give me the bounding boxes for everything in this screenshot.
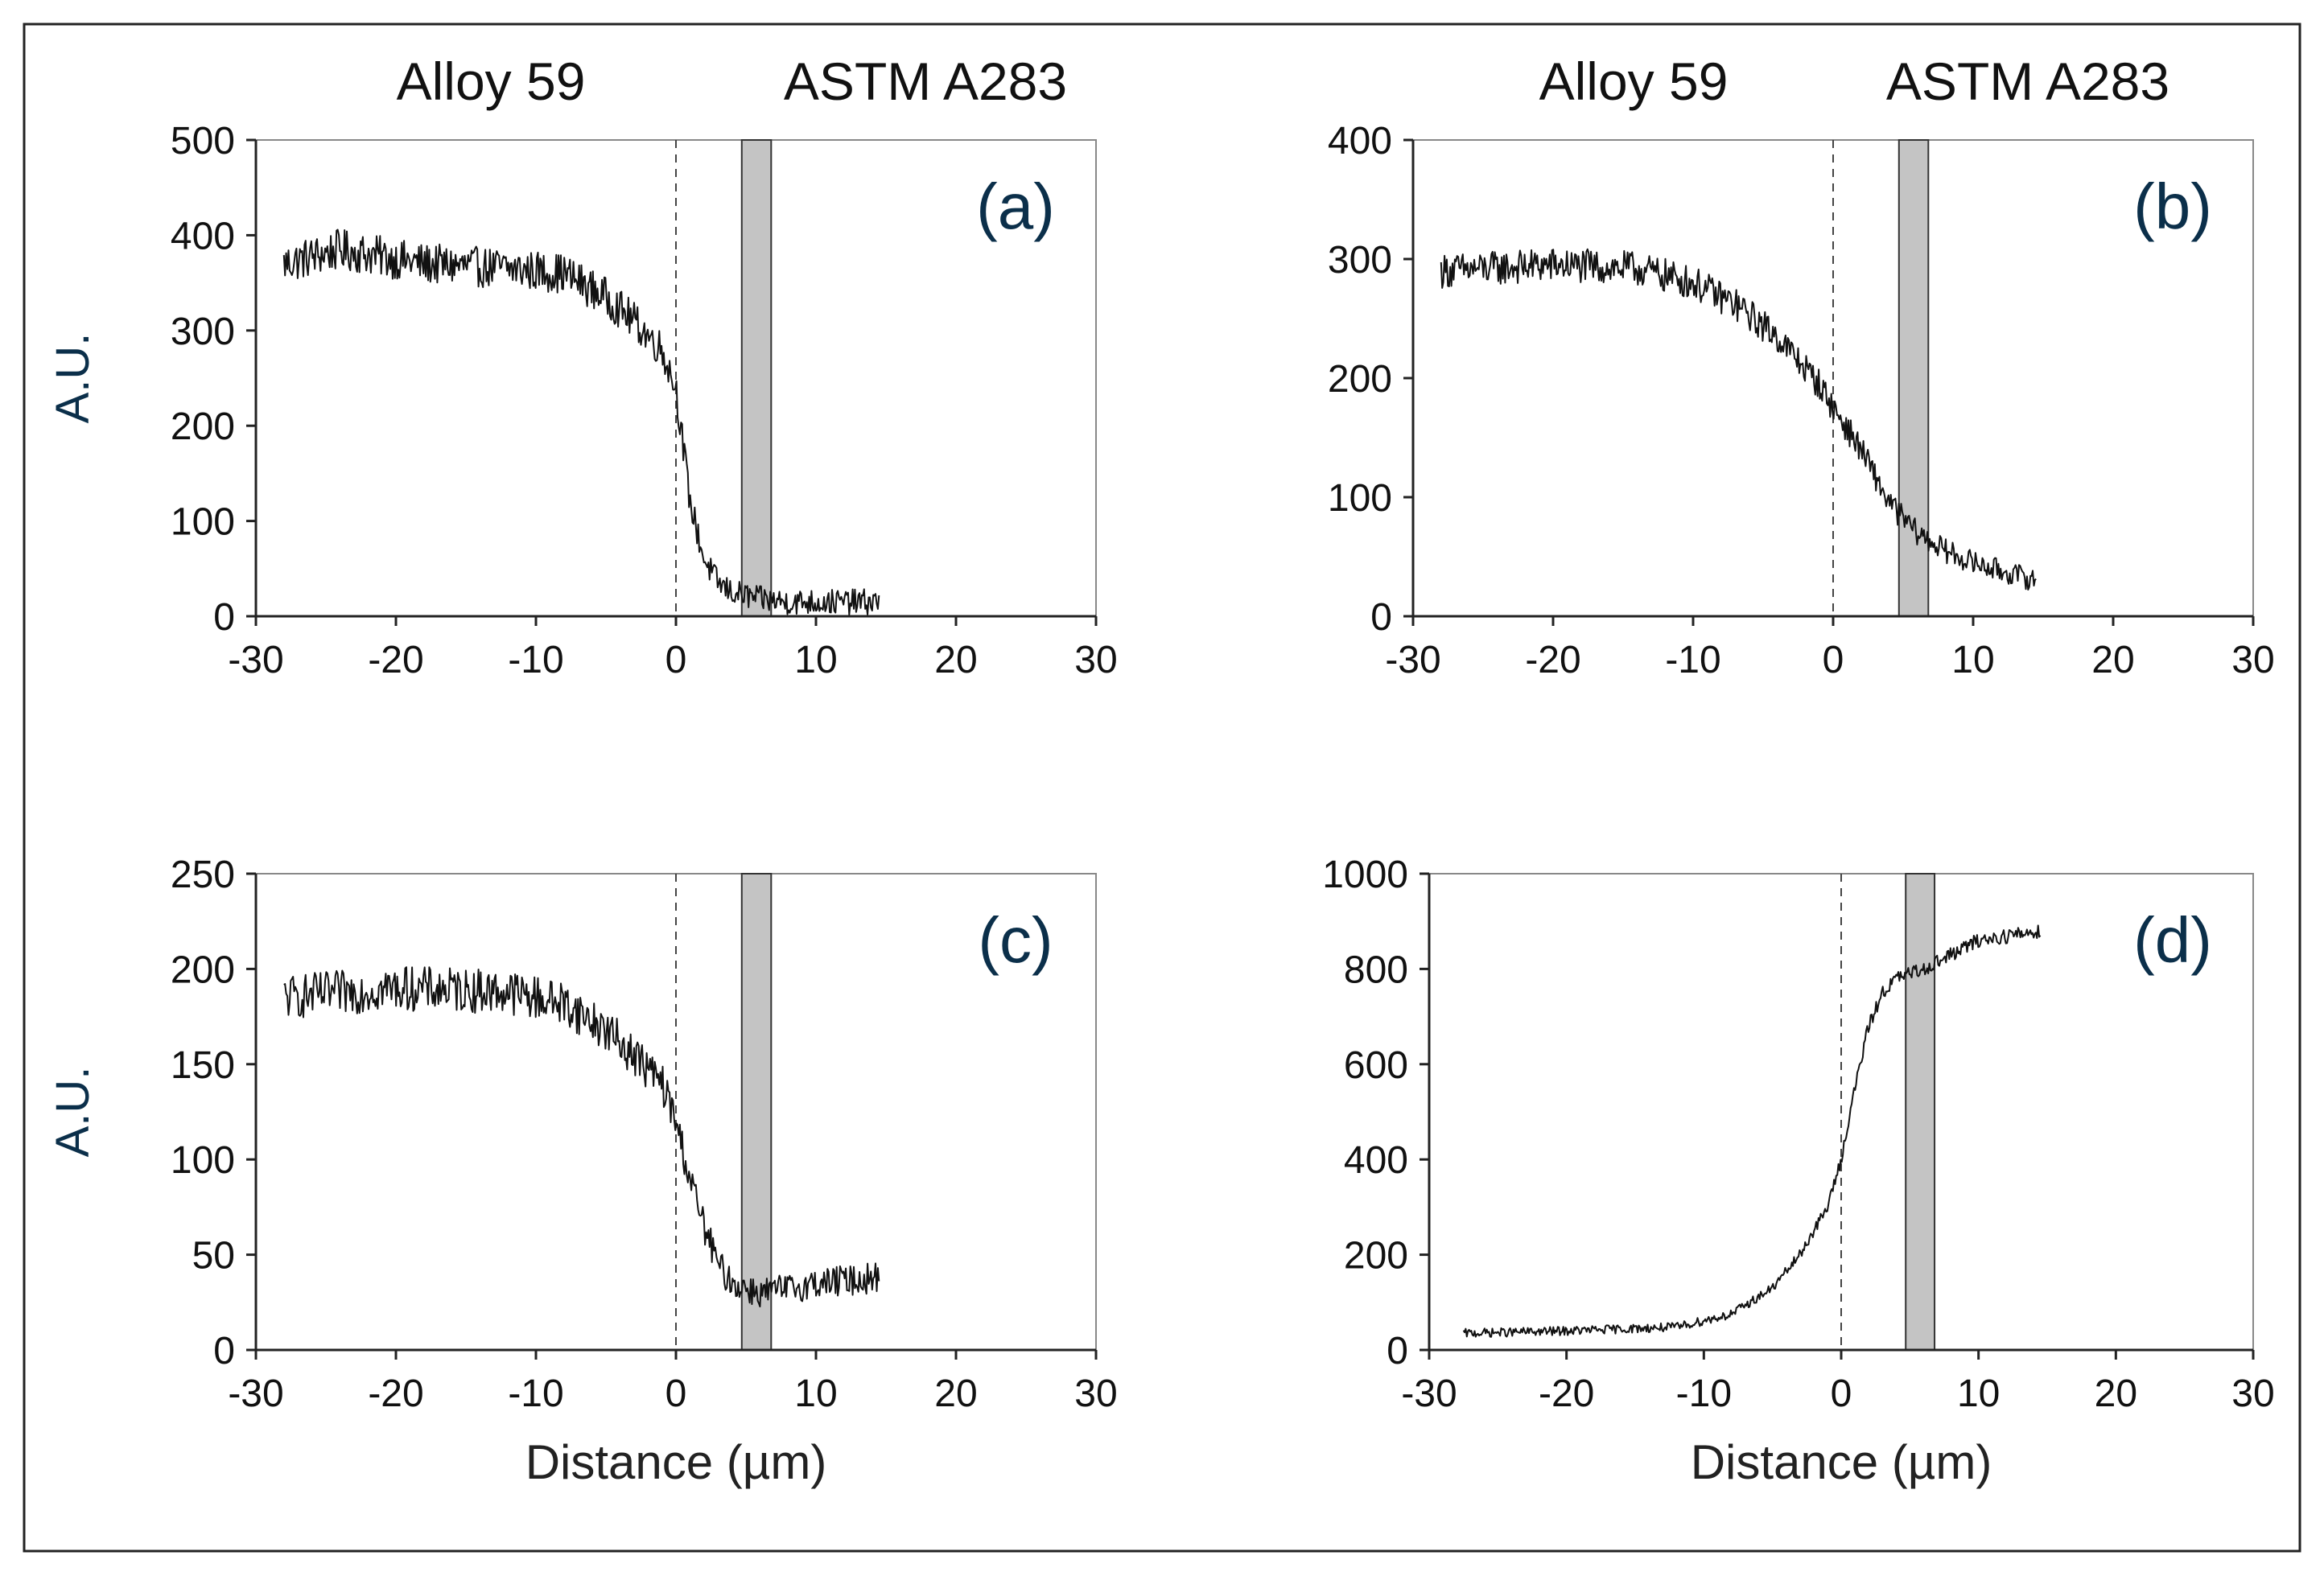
chart2-interface-band bbox=[1898, 139, 1930, 617]
chart1-series-profile bbox=[282, 228, 880, 616]
chart4-interface-band bbox=[1905, 873, 1936, 1351]
chart4-x-tick-label-0: -30 bbox=[1401, 1372, 1457, 1415]
chart1-x-tick-label-1: -20 bbox=[368, 639, 423, 681]
chart4-x-tick-label-3: 0 bbox=[1831, 1372, 1852, 1415]
chart4-x-tick-label-1: -20 bbox=[1539, 1372, 1594, 1415]
chart1-x-tick-label-0: -30 bbox=[228, 639, 283, 681]
figure-border bbox=[23, 23, 2301, 1553]
header-left-material-2: Alloy 59 bbox=[1539, 51, 1729, 111]
chart3-x-tick-label-0: -30 bbox=[228, 1372, 283, 1415]
header-right-material-2: ASTM A283 bbox=[1886, 51, 2169, 111]
chart4-x-tick-label-5: 20 bbox=[2095, 1372, 2137, 1415]
chart1-x-tick-label-5: 20 bbox=[934, 639, 977, 681]
chart3-y-tick-label-0: 0 bbox=[213, 1330, 235, 1372]
chart4-x-tick-label-2: -10 bbox=[1676, 1372, 1732, 1415]
chart3-x-tick-label-6: 30 bbox=[1074, 1372, 1117, 1415]
chart2-y-tick-label-4: 400 bbox=[1328, 120, 1392, 163]
chart1-y-tick-label-2: 200 bbox=[171, 405, 235, 448]
chart3-x-tick-label-2: -10 bbox=[508, 1372, 563, 1415]
header-right-material-1: ASTM A283 bbox=[784, 51, 1067, 111]
chart3-y-tick-label-3: 150 bbox=[171, 1044, 235, 1087]
chart4-series-profile bbox=[1462, 924, 2042, 1338]
chart1-y-tick-label-0: 0 bbox=[213, 596, 235, 639]
chart4-y-tick-label-4: 800 bbox=[1344, 949, 1408, 991]
chart1-x-tick-label-4: 10 bbox=[794, 639, 837, 681]
chart3-y-tick-label-2: 100 bbox=[171, 1139, 235, 1182]
chart1-x-tick-label-3: 0 bbox=[665, 639, 687, 681]
chart1-y-tick-label-5: 500 bbox=[171, 120, 235, 163]
chart4-y-tick-label-2: 400 bbox=[1344, 1139, 1408, 1182]
chart4-x-tick-label-6: 30 bbox=[2231, 1372, 2274, 1415]
chart2-panel-label: (b) bbox=[2133, 171, 2212, 242]
chart3-x-tick-label-3: 0 bbox=[665, 1372, 687, 1415]
chart1-x-tick-label-2: -10 bbox=[508, 639, 563, 681]
chart4-y-tick-label-1: 200 bbox=[1344, 1235, 1408, 1278]
chart4-y-tick-label-5: 1000 bbox=[1322, 854, 1408, 896]
chart1-y-axis-label: A.U. bbox=[47, 333, 99, 424]
chart1-x-tick-label-6: 30 bbox=[1074, 639, 1117, 681]
chart2-x-tick-label-6: 30 bbox=[2231, 639, 2274, 681]
chart3-x-tick-label-1: -20 bbox=[368, 1372, 423, 1415]
chart1-y-tick-label-4: 400 bbox=[171, 215, 235, 257]
chart3-y-tick-label-4: 200 bbox=[171, 949, 235, 991]
chart3-y-tick-label-1: 50 bbox=[192, 1235, 235, 1278]
chart4-y-tick-label-3: 600 bbox=[1344, 1044, 1408, 1087]
chart1-y-tick-label-1: 100 bbox=[171, 501, 235, 544]
header-left-material-1: Alloy 59 bbox=[397, 51, 586, 111]
chart2-y-tick-label-1: 100 bbox=[1328, 477, 1392, 520]
chart3: -30 -20 -10 0 10 20 30 0 50 100 150 200 250 (c) A.U. Di… bbox=[47, 854, 1118, 1489]
chart1-panel-label: (a) bbox=[976, 171, 1055, 242]
chart4: -30 -20 -10 0 10 20 30 0 200 400 600 800 1000 (d) Dist… bbox=[1322, 854, 2274, 1489]
chart2-y-tick-label-2: 200 bbox=[1328, 358, 1392, 401]
chart4-x-axis-label: Distance (µm) bbox=[1691, 1435, 1992, 1489]
chart3-series-profile bbox=[283, 966, 880, 1308]
chart4-x-tick-label-4: 10 bbox=[1957, 1372, 2000, 1415]
chart2-series-profile bbox=[1440, 248, 2037, 591]
chart2-x-tick-label-2: -10 bbox=[1665, 639, 1720, 681]
chart1-interface-band bbox=[740, 139, 773, 617]
chart2-x-tick-label-1: -20 bbox=[1525, 639, 1580, 681]
chart4-panel-label: (d) bbox=[2133, 904, 2212, 976]
chart2-x-tick-label-4: 10 bbox=[1951, 639, 1994, 681]
chart1-y-tick-label-3: 300 bbox=[171, 311, 235, 353]
chart2-y-tick-label-0: 0 bbox=[1370, 596, 1392, 639]
chart3-y-tick-label-5: 250 bbox=[171, 854, 235, 896]
chart2-x-tick-label-0: -30 bbox=[1385, 639, 1440, 681]
chart3-panel-label: (c) bbox=[978, 904, 1053, 976]
chart3-x-axis-label: Distance (µm) bbox=[525, 1435, 827, 1489]
chart2-y-tick-label-3: 300 bbox=[1328, 239, 1392, 282]
chart3-x-tick-label-4: 10 bbox=[794, 1372, 837, 1415]
chart3-y-axis-label: A.U. bbox=[47, 1067, 99, 1158]
chart2-x-tick-label-3: 0 bbox=[1823, 639, 1844, 681]
chart2-x-tick-label-5: 20 bbox=[2091, 639, 2134, 681]
chart4-y-tick-label-0: 0 bbox=[1387, 1330, 1408, 1372]
chart3-x-tick-label-5: 20 bbox=[934, 1372, 977, 1415]
